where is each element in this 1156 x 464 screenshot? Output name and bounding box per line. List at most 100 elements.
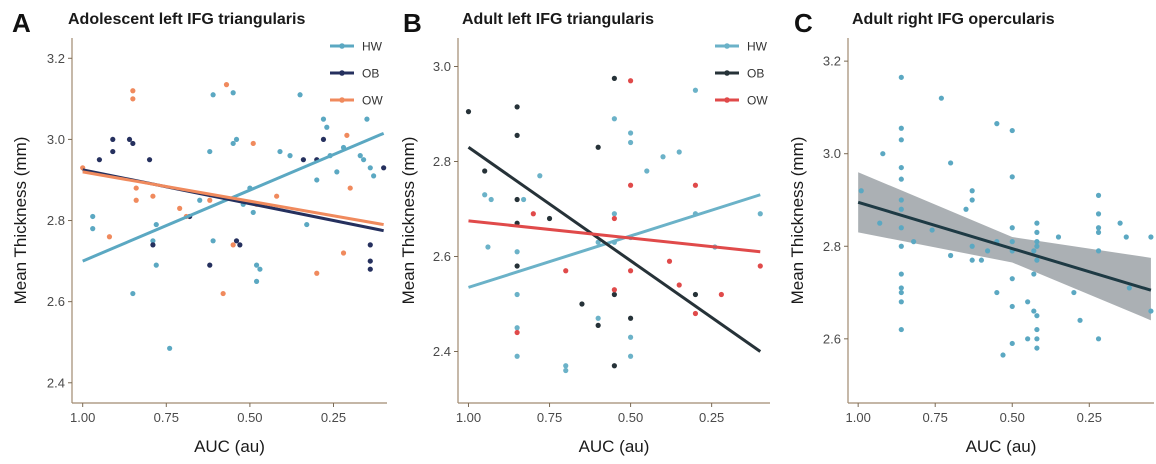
panel-c: C Adult right IFG opercularis 2.6 2.8 3.0 3.2… <box>788 8 1154 456</box>
data-point <box>563 367 569 374</box>
data-point <box>1034 345 1040 351</box>
data-point <box>514 132 520 138</box>
data-point <box>929 227 935 233</box>
data-point <box>96 157 103 163</box>
fit-line <box>468 193 761 289</box>
legend-label: OW <box>362 94 383 108</box>
data-point <box>177 205 183 211</box>
data-point <box>150 193 156 199</box>
data-point <box>514 196 520 203</box>
series-points <box>482 87 763 374</box>
data-point <box>948 252 954 259</box>
data-point <box>153 262 159 268</box>
data-point <box>1009 239 1015 245</box>
chart-title: Adult left IFG triangularis <box>462 11 654 28</box>
x-tick-label: 1.00 <box>70 410 95 425</box>
series-points <box>514 78 763 336</box>
data-point <box>969 188 975 194</box>
data-point <box>611 75 617 81</box>
data-point <box>1009 174 1015 180</box>
data-point <box>537 173 543 179</box>
legend-marker <box>724 97 730 103</box>
data-point <box>207 148 213 155</box>
data-point <box>1031 308 1037 314</box>
y-tick-label: 2.8 <box>823 239 841 254</box>
data-point <box>90 226 96 232</box>
data-point <box>223 82 230 88</box>
y-tick-label: 3.2 <box>47 51 65 66</box>
y-axis-title: Mean Thickness (mm) <box>11 137 30 305</box>
data-point <box>357 153 363 159</box>
data-point <box>514 291 520 298</box>
data-point <box>718 291 724 298</box>
data-point <box>1034 243 1040 249</box>
data-point <box>130 290 136 297</box>
data-point <box>1095 192 1102 198</box>
series-points <box>858 74 1154 358</box>
x-axis-title: AUC (au) <box>966 437 1037 456</box>
data-point <box>1009 225 1015 231</box>
data-point <box>611 363 617 369</box>
data-point <box>106 234 113 240</box>
data-point <box>898 125 904 131</box>
legend-label: OW <box>747 94 768 108</box>
data-point <box>546 215 553 222</box>
fit-line <box>467 146 762 353</box>
data-point <box>1126 285 1132 291</box>
y-axis-title: Mean Thickness (mm) <box>788 137 807 305</box>
data-point <box>237 242 243 248</box>
data-point <box>963 206 969 212</box>
panel-letter: A <box>12 8 31 38</box>
data-point <box>514 353 520 359</box>
data-point <box>757 211 763 217</box>
data-point <box>110 136 116 143</box>
data-point <box>130 96 136 102</box>
data-point <box>334 169 340 175</box>
data-point <box>314 177 320 183</box>
data-point <box>611 211 617 217</box>
data-point <box>465 109 472 115</box>
data-point <box>133 197 139 203</box>
y-axis-title: Mean Thickness (mm) <box>399 137 418 305</box>
data-point <box>644 168 650 174</box>
data-point <box>253 262 260 268</box>
data-point <box>627 139 634 146</box>
data-point <box>197 197 203 203</box>
data-point <box>300 157 306 163</box>
data-point <box>1034 239 1040 245</box>
data-point <box>1034 229 1040 235</box>
panel-letter: C <box>794 8 813 38</box>
data-point <box>1117 220 1123 226</box>
y-tick-label: 3.0 <box>47 132 65 147</box>
data-point <box>514 263 520 269</box>
data-point <box>207 197 213 203</box>
data-point <box>130 88 136 94</box>
x-tick-label: 0.50 <box>1000 410 1025 425</box>
x-axis-title: AUC (au) <box>194 437 265 456</box>
fit-line <box>82 170 384 227</box>
data-point <box>324 124 330 130</box>
data-point <box>627 315 634 321</box>
data-point <box>1034 326 1040 333</box>
data-point <box>627 268 634 274</box>
data-point <box>676 149 682 155</box>
data-point <box>627 130 634 136</box>
data-point <box>371 173 377 179</box>
data-point <box>521 196 527 203</box>
data-point <box>858 188 864 194</box>
data-point <box>757 263 763 269</box>
legend-label: OB <box>362 67 379 81</box>
data-point <box>1031 248 1037 254</box>
data-point <box>514 325 520 331</box>
x-tick-label: 0.75 <box>154 410 179 425</box>
data-point <box>898 206 904 212</box>
data-point <box>692 291 699 298</box>
data-point <box>253 278 260 284</box>
data-point <box>297 92 303 98</box>
data-point <box>381 165 387 171</box>
x-tick-label: 0.25 <box>1077 410 1102 425</box>
data-point <box>347 185 353 191</box>
data-point <box>1000 352 1006 358</box>
data-point <box>969 257 975 263</box>
data-point <box>153 221 159 228</box>
